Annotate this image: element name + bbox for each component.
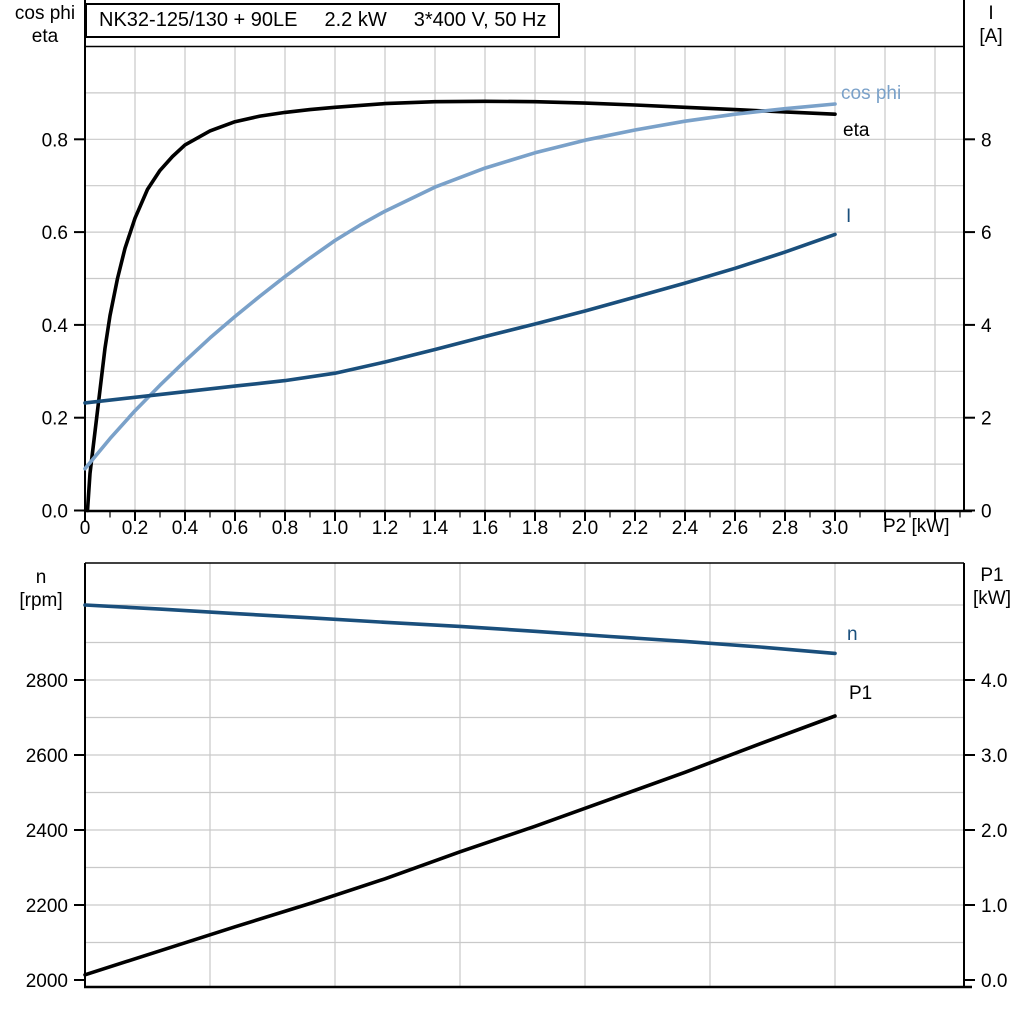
axis-title-eta: eta bbox=[31, 26, 59, 47]
x-tick-label: 3.0 bbox=[822, 518, 848, 539]
axis-title-speed-unit: [rpm] bbox=[19, 590, 63, 611]
x-tick-label: 1.0 bbox=[322, 518, 348, 539]
right-tick-label: 6 bbox=[981, 223, 992, 244]
left-tick-label: 0.2 bbox=[42, 409, 68, 430]
bottom-chart: 2000 2200 2400 2600 2800 0.0 1.0 2.0 3.0 4.0 n P1 bbox=[26, 562, 1007, 992]
x-tick-label: 2.4 bbox=[672, 518, 699, 539]
top-right-axis-title: I [A] bbox=[960, 2, 1022, 48]
x-tick-label: 0.4 bbox=[172, 518, 199, 539]
x-tick-label: 0 bbox=[80, 518, 91, 539]
left-tick-label: 2600 bbox=[26, 746, 68, 767]
right-tick-label: 0.0 bbox=[981, 971, 1007, 992]
axis-title-current-unit: [A] bbox=[979, 26, 1003, 47]
title-pump-type: NK32-125/130 + 90LE bbox=[99, 9, 298, 31]
left-tick-label: 0.6 bbox=[42, 223, 68, 244]
curve-eta bbox=[85, 99, 837, 513]
x-tick-label: 2.6 bbox=[722, 518, 748, 539]
curve-label-n: n bbox=[847, 624, 858, 645]
right-tick-label: 8 bbox=[981, 130, 992, 151]
chart-title-box: NK32-125/130 + 90LE 2.2 kW 3*400 V, 50 H… bbox=[85, 3, 561, 38]
bottom-left-axis-title: n [rpm] bbox=[0, 566, 82, 612]
right-tick-label: 2.0 bbox=[981, 821, 1007, 842]
top-left-axis-title: cos phi eta bbox=[2, 2, 88, 48]
x-axis-label: P2 [kW] bbox=[883, 516, 950, 537]
axis-title-speed: n bbox=[35, 567, 47, 588]
axis-title-p1-unit: [kW] bbox=[973, 588, 1011, 609]
x-tick-label: 1.4 bbox=[422, 518, 449, 539]
right-tick-label: 1.0 bbox=[981, 896, 1007, 917]
curve-cos-phi bbox=[83, 102, 837, 471]
x-tick-label: 2.8 bbox=[772, 518, 798, 539]
right-tick-label: 0 bbox=[981, 502, 992, 523]
left-tick-label: 0.4 bbox=[42, 316, 69, 337]
x-tick-label: 1.2 bbox=[372, 518, 398, 539]
x-tick-label: 2.0 bbox=[572, 518, 598, 539]
top-chart: 0 0.2 0.4 0.6 0.8 1.0 1.2 1.4 1.6 1.8 2.0 2.2 2.4 2.6… bbox=[42, 0, 992, 539]
left-tick-label: 2200 bbox=[26, 896, 68, 917]
left-tick-label: 0.0 bbox=[42, 502, 68, 523]
curve-P1 bbox=[83, 714, 837, 977]
right-tick-label: 2 bbox=[981, 409, 992, 430]
x-tick-label: 0.6 bbox=[222, 518, 248, 539]
axis-title-p1: P1 bbox=[980, 565, 1004, 586]
bottom-right-axis-title: P1 [kW] bbox=[962, 564, 1022, 610]
curve-label-P1: P1 bbox=[849, 683, 872, 704]
curve-label-eta: eta bbox=[843, 120, 870, 141]
right-tick-label: 4.0 bbox=[981, 671, 1007, 692]
x-tick-label: 1.6 bbox=[472, 518, 498, 539]
x-tick-label: 0.8 bbox=[272, 518, 298, 539]
x-tick-label: 2.2 bbox=[622, 518, 648, 539]
curve-n bbox=[83, 603, 837, 656]
x-tick-label: 1.8 bbox=[522, 518, 548, 539]
axis-title-cos-phi: cos phi bbox=[14, 3, 76, 24]
title-voltage-frequency: 3*400 V, 50 Hz bbox=[413, 9, 547, 31]
title-power: 2.2 kW bbox=[324, 9, 387, 31]
x-tick-label: 0.2 bbox=[122, 518, 148, 539]
curve-I bbox=[83, 232, 837, 405]
left-tick-label: 2000 bbox=[26, 971, 68, 992]
left-tick-label: 0.8 bbox=[42, 130, 68, 151]
right-tick-label: 4 bbox=[981, 316, 992, 337]
curve-label-cos-phi: cos phi bbox=[841, 83, 901, 104]
right-tick-label: 3.0 bbox=[981, 746, 1007, 767]
left-tick-label: 2400 bbox=[26, 821, 68, 842]
left-tick-label: 2800 bbox=[26, 671, 68, 692]
axis-title-current: I bbox=[988, 3, 994, 24]
curve-label-I: I bbox=[846, 206, 851, 227]
